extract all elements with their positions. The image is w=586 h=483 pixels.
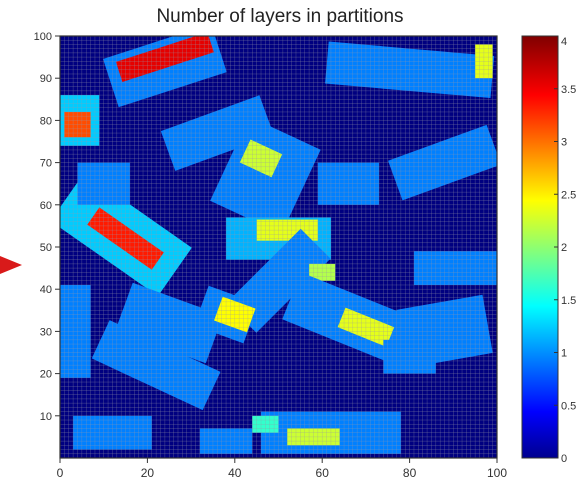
colorbar-tick-label: 2.5 [561,189,576,201]
y-tick-label: 90 [40,73,52,85]
y-tick-label: 10 [40,411,52,423]
y-tick-label: 40 [40,284,52,296]
y-tick-label: 70 [40,158,52,170]
colorbar-tick-label: 1 [561,348,567,360]
y-tick-label: 60 [40,200,52,212]
y-tick-label: 50 [40,242,52,254]
x-tick-label: 0 [57,466,64,480]
y-tick-label: 30 [40,326,52,338]
heatmap-plot-area [60,36,497,458]
x-tick-label: 60 [316,466,330,480]
y-tick-label: 80 [40,115,52,127]
colorbar-tick-label: 2 [561,242,567,254]
colorbar-tick-label: 3.5 [561,84,576,96]
colorbar-ticks: 0 0.5 1 1.5 2 2.5 3 3.5 4 [554,35,576,465]
x-tick-label: 20 [141,466,155,480]
y-axis-ticks: 10 20 30 40 50 60 70 80 90 100 [34,31,60,423]
colorbar-tick-label: 4 [561,36,567,48]
colorbar-tick-label: 0 [561,453,567,465]
x-tick-label: 80 [403,466,417,480]
y-tick-label: 100 [34,31,52,43]
x-tick-label: 40 [228,466,242,480]
chart-title: Number of layers in partitions [156,6,404,27]
grid-overlay [60,36,497,458]
x-axis-ticks: 0 20 40 60 80 100 [57,458,507,480]
colorbar-tick-label: 1.5 [561,295,576,307]
colorbar [521,35,559,459]
x-tick-label: 100 [487,466,507,480]
y-tick-label: 20 [40,369,52,381]
colorbar-tick-label: 0.5 [561,400,576,412]
red-arrow-icon [0,256,22,274]
colorbar-tick-label: 3 [561,137,567,149]
